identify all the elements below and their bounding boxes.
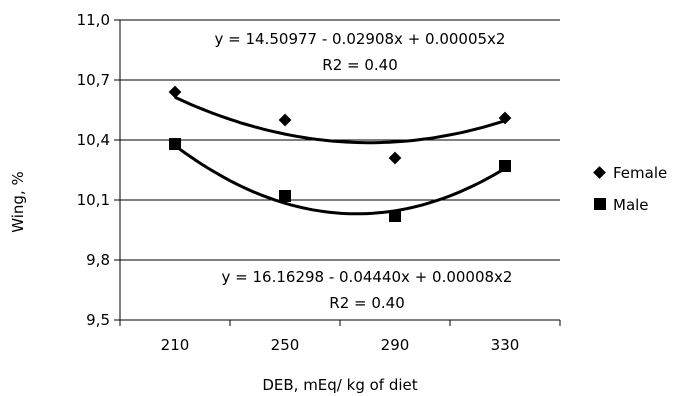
male-r2: R2 = 0.40 <box>329 294 404 312</box>
point-female-290 <box>388 151 402 165</box>
x-axis-label: DEB, mEq/ kg of diet <box>262 376 417 394</box>
x-tick-label: 210 <box>161 336 190 354</box>
data-points <box>168 85 512 222</box>
female-equation: y = 14.50977 - 0.02908x + 0.00005x2 <box>215 30 506 48</box>
point-female-250 <box>278 113 292 127</box>
grid-lines <box>120 19 560 261</box>
point-female-330 <box>498 111 512 125</box>
trend-line-female <box>174 95 506 145</box>
legend-label-female: Female <box>613 164 667 182</box>
legend-label-male: Male <box>613 196 649 214</box>
x-tick-labels: 210 250 290 330 <box>161 336 520 354</box>
y-axis-label: Wing, % <box>9 171 27 233</box>
point-female-210 <box>168 85 182 99</box>
point-male-210 <box>169 138 181 150</box>
y-tick-label: 10,7 <box>77 71 110 89</box>
y-tick-labels: 9,5 9,8 10,1 10,4 10,7 11,0 <box>77 11 110 329</box>
trend-lines <box>174 95 506 216</box>
y-tick-label: 9,5 <box>86 311 110 329</box>
legend-marker-female <box>593 166 606 179</box>
legend: Female Male <box>593 164 667 214</box>
x-tick-label: 290 <box>381 336 410 354</box>
y-tick-label: 10,4 <box>77 131 110 149</box>
point-male-290 <box>389 210 401 222</box>
legend-marker-male <box>594 198 606 210</box>
point-male-250 <box>279 190 291 202</box>
y-tick-label: 11,0 <box>77 11 110 29</box>
trend-line-male <box>174 144 506 216</box>
point-male-330 <box>499 160 511 172</box>
x-tick-label: 250 <box>271 336 300 354</box>
x-tick-label: 330 <box>491 336 520 354</box>
y-tick-label: 10,1 <box>77 191 110 209</box>
female-r2: R2 = 0.40 <box>322 56 397 74</box>
y-tick-label: 9,8 <box>86 251 110 269</box>
male-equation: y = 16.16298 - 0.04440x + 0.00008x2 <box>222 268 513 286</box>
axes <box>114 19 561 326</box>
